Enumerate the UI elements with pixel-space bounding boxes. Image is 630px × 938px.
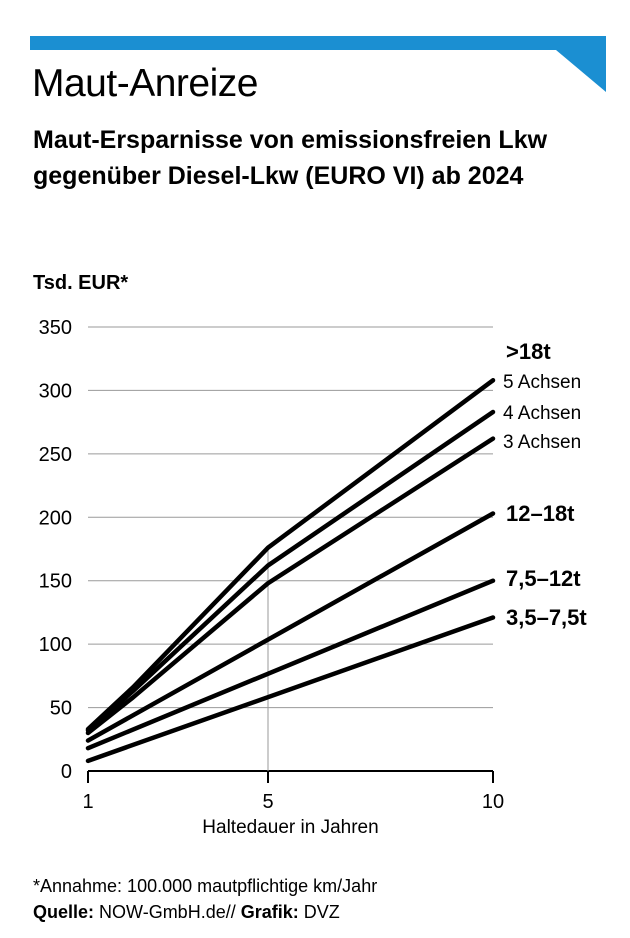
y-tick-label: 50 <box>50 698 72 720</box>
accent-corner <box>556 50 606 92</box>
page-title: Maut-Anreize <box>32 62 258 105</box>
chart-subtitle: Maut-Ersparnisse von emissionsfreien Lkw… <box>33 126 548 190</box>
series-label: 5 Achsen <box>503 372 581 393</box>
series-label: 4 Achsen <box>503 403 581 424</box>
y-tick-label: 0 <box>61 761 72 783</box>
y-tick-label: 350 <box>39 317 72 339</box>
y-tick-label: 150 <box>39 571 72 593</box>
x-tick-label: 5 <box>262 791 273 813</box>
graphic-value: DVZ <box>303 902 340 922</box>
source-label: Quelle: <box>33 902 95 922</box>
y-tick-label: 250 <box>39 444 72 466</box>
series-line <box>85 511 496 743</box>
series-line <box>85 409 496 733</box>
y-tick-label: 300 <box>39 380 72 402</box>
x-tick-label: 10 <box>482 791 504 813</box>
source-line: Quelle: NOW-GmbH.de// Grafik: DVZ <box>33 902 340 923</box>
series-line <box>85 615 496 764</box>
series-line <box>85 436 496 736</box>
x-axis-label: Haltedauer in Jahren <box>202 817 378 838</box>
series-label: 7,5–12t <box>506 566 581 591</box>
series-label: 12–18t <box>506 501 575 526</box>
series-label: 3 Achsen <box>503 432 581 453</box>
series-label: 3,5–7,5t <box>506 605 587 630</box>
graphic-label: Grafik: <box>240 902 299 922</box>
line-chart: 0 50 100 150 200 250 300 350 1 5 10 Haltedauer in J… <box>39 317 588 838</box>
group-label: >18t <box>506 339 551 364</box>
x-tick-label: 1 <box>82 791 93 813</box>
accent-bar <box>30 36 606 50</box>
y-axis-label: Tsd. EUR* <box>33 272 129 294</box>
footnote: *Annahme: 100.000 mautpflichtige km/Jahr <box>33 876 378 896</box>
y-tick-label: 200 <box>39 507 72 529</box>
y-tick-label: 100 <box>39 634 72 656</box>
series-line <box>85 578 496 751</box>
source-value: NOW-GmbH.de// <box>99 902 236 922</box>
